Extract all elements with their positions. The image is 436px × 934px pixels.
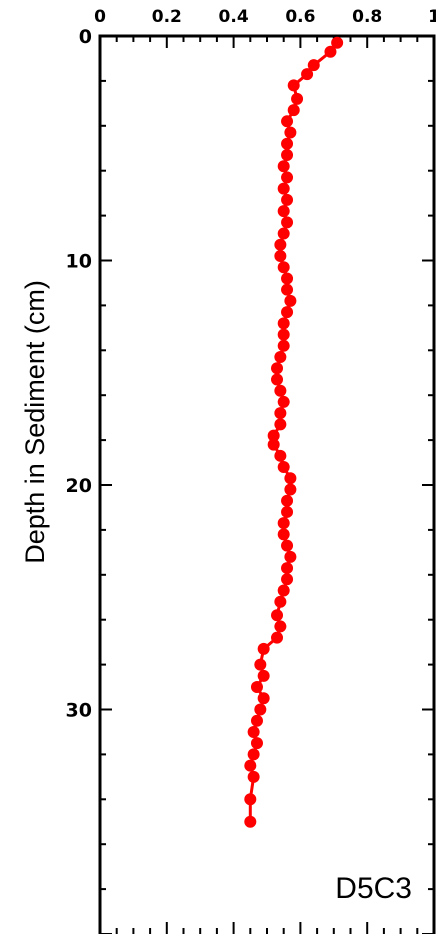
- data-point: [271, 631, 284, 644]
- data-point: [247, 770, 260, 783]
- data-point: [284, 126, 297, 139]
- data-point: [284, 550, 297, 563]
- data-point: [277, 395, 290, 408]
- data-point: [274, 407, 287, 420]
- data-point: [307, 59, 320, 72]
- data-point: [277, 461, 290, 474]
- data-point: [277, 205, 290, 218]
- data-point: [274, 238, 287, 251]
- data-point: [277, 227, 290, 240]
- data-point: [287, 79, 300, 92]
- data-point: [284, 294, 297, 307]
- data-point: [274, 384, 287, 397]
- data-point: [281, 148, 294, 161]
- data-point: [277, 528, 290, 541]
- data-point: [267, 429, 280, 442]
- data-point: [267, 438, 280, 451]
- data-point: [324, 45, 337, 58]
- data-point: [271, 609, 284, 622]
- data-point: [274, 620, 287, 633]
- data-point: [277, 339, 290, 352]
- data-point: [281, 193, 294, 206]
- panel-label: D5C3: [335, 872, 412, 905]
- data-point: [244, 815, 257, 828]
- axis-ticks: [99, 35, 435, 934]
- data-point: [281, 505, 294, 518]
- data-point: [250, 737, 263, 750]
- y-tick-label: 0: [79, 26, 92, 48]
- data-point: [281, 306, 294, 319]
- data-point: [281, 216, 294, 229]
- x-tick-labels: 0 0.2 0.4 0.6 0.8 1: [94, 7, 436, 27]
- data-point: [257, 642, 270, 655]
- data-point: [277, 160, 290, 173]
- data-point: [271, 362, 284, 375]
- x-tick-label: 1: [428, 7, 436, 27]
- data-point: [277, 328, 290, 341]
- data-point: [281, 573, 294, 586]
- x-tick-label: 0.4: [219, 7, 249, 27]
- data-point: [281, 283, 294, 296]
- data-point: [281, 539, 294, 552]
- data-point: [277, 584, 290, 597]
- data-point: [281, 171, 294, 184]
- x-tick-label: 0.8: [352, 7, 382, 27]
- data-point: [244, 793, 257, 806]
- data-point: [331, 36, 344, 49]
- data-point: [274, 418, 287, 431]
- data-point: [287, 104, 300, 117]
- data-point: [291, 92, 304, 105]
- data-point: [284, 483, 297, 496]
- y-axis-title: Depth in Sediment (cm): [20, 280, 50, 564]
- data-point: [301, 68, 314, 81]
- data-point: [274, 449, 287, 462]
- y-tick-label: 10: [66, 251, 92, 273]
- data-point: [257, 692, 270, 705]
- series-layer: [244, 36, 344, 828]
- data-point: [281, 272, 294, 285]
- data-point: [277, 261, 290, 274]
- data-point: [281, 494, 294, 507]
- plot-frame: [98, 34, 436, 934]
- x-tick-label: 0.6: [285, 7, 315, 27]
- y-tick-label: 30: [66, 700, 92, 722]
- data-point: [281, 137, 294, 150]
- data-point: [254, 703, 267, 716]
- data-point: [271, 373, 284, 386]
- data-point: [274, 250, 287, 263]
- data-point: [250, 681, 263, 694]
- data-point: [281, 562, 294, 575]
- data-point: [250, 714, 263, 727]
- data-point: [244, 759, 257, 772]
- y-tick-labels: 0 10 20 30: [66, 26, 92, 722]
- data-point: [254, 658, 267, 671]
- data-point: [274, 595, 287, 608]
- data-point: [277, 517, 290, 530]
- data-point: [247, 725, 260, 738]
- data-point: [281, 115, 294, 128]
- data-point: [277, 182, 290, 195]
- data-point: [247, 748, 260, 761]
- data-point: [257, 669, 270, 682]
- data-point: [274, 351, 287, 364]
- x-tick-label: 0: [94, 7, 106, 27]
- y-tick-label: 20: [66, 475, 92, 497]
- data-point: [277, 317, 290, 330]
- x-tick-label: 0.2: [152, 7, 182, 27]
- data-point: [284, 472, 297, 485]
